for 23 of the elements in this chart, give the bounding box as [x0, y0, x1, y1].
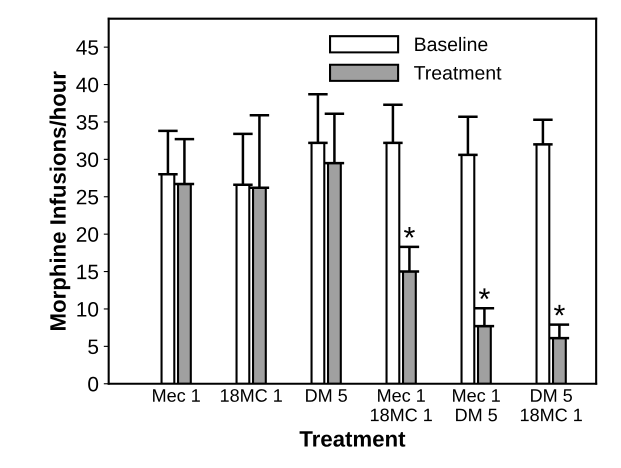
y-tick-label: 20 [76, 227, 98, 242]
y-axis-title: Morphine Infusions/hour [50, 71, 70, 330]
x-tick-label: Mec 1 18MC 1 [370, 389, 432, 422]
y-tick-label: 45 [76, 40, 98, 55]
x-tick-label: DM 5 18MC 1 [520, 389, 582, 422]
y-tick-label: 15 [77, 264, 98, 280]
y-tick-label: 30 [76, 152, 98, 168]
annotation: * [404, 227, 415, 238]
y-tick-label: 40 [76, 78, 98, 92]
annotation: * [554, 304, 565, 316]
legend-label: Treatment [414, 66, 502, 80]
legend-label: Baseline [415, 36, 488, 52]
x-tick-label: Mec 1 DM 5 [453, 389, 500, 422]
y-tick-label: 25 [76, 190, 98, 205]
x-tick-label: Mec 1 [153, 389, 200, 402]
x-tick-label: 18MC 1 [220, 389, 282, 402]
y-tick-label: 10 [77, 302, 98, 317]
annotation: * [478, 288, 490, 300]
y-tick-label: 35 [76, 114, 98, 130]
y-tick-label: 0 [88, 376, 98, 392]
x-tick-label: DM 5 [306, 389, 347, 402]
x-axis-title: Treatment [300, 431, 406, 447]
y-tick-label: 5 [88, 340, 98, 354]
